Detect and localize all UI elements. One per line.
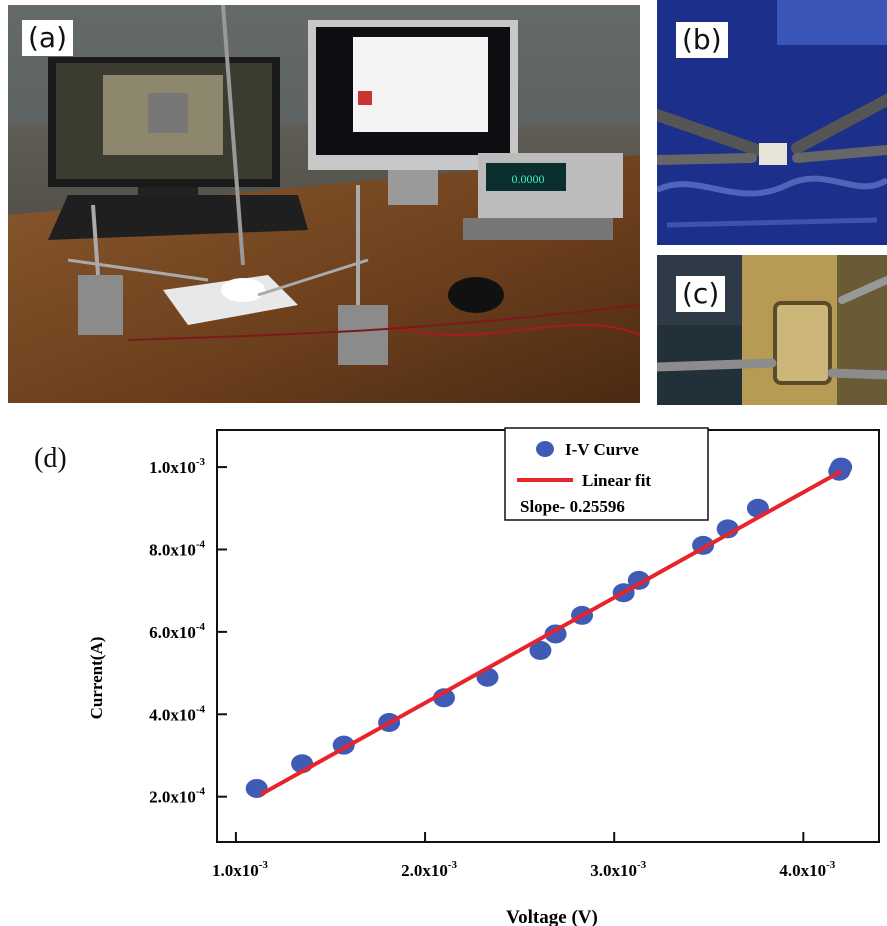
data-point xyxy=(830,457,853,477)
x-tick-label: 1.0x10-3 xyxy=(212,859,268,880)
slope-annotation: Slope- 0.25596 xyxy=(520,497,625,516)
y-tick-label: 6.0x10-4 xyxy=(149,621,205,642)
data-point xyxy=(245,778,268,798)
iv-chart: (d) 2.0x10-4 4.0x10-4 6.0x10-4 8.0x10-4 1.0x… xyxy=(34,427,880,926)
data-point xyxy=(432,688,455,708)
data-point xyxy=(529,640,552,660)
x-tick-label: 2.0x10-3 xyxy=(401,859,457,880)
y-axis: 2.0x10-4 4.0x10-4 6.0x10-4 8.0x10-4 1.0x10-3 xyxy=(149,456,227,807)
legend-label-iv: I-V Curve xyxy=(565,440,639,459)
lab-bench-photo: 0.0000 xyxy=(8,5,640,403)
y-axis-title: Current(A) xyxy=(87,637,106,720)
panel-label-a: (a) xyxy=(22,20,74,56)
legend-marker-iv xyxy=(536,441,554,457)
probe-on-chip-photo xyxy=(657,0,887,245)
x-axis: 1.0x10-3 2.0x10-3 3.0x10-3 4.0x10-3 xyxy=(212,832,836,880)
legend: I-V Curve Linear fit Slope- 0.25596 xyxy=(504,427,709,521)
legend-label-fit: Linear fit xyxy=(582,471,651,490)
meter-display-text: 0.0000 xyxy=(512,172,545,186)
y-tick-label: 1.0x10-3 xyxy=(149,456,205,477)
x-tick-label: 4.0x10-3 xyxy=(779,859,835,880)
y-tick-label: 4.0x10-4 xyxy=(149,703,205,724)
x-tick-label: 3.0x10-3 xyxy=(590,859,646,880)
y-tick-label: 2.0x10-4 xyxy=(149,786,205,807)
panel-label-c: (c) xyxy=(676,276,726,312)
plot-marks xyxy=(245,457,853,798)
linear-fit-line xyxy=(259,469,843,797)
panel-label-b: (b) xyxy=(676,22,728,58)
panel-label-d: (d) xyxy=(34,443,67,474)
y-tick-label: 8.0x10-4 xyxy=(149,538,205,559)
x-axis-title: Voltage (V) xyxy=(506,907,598,926)
